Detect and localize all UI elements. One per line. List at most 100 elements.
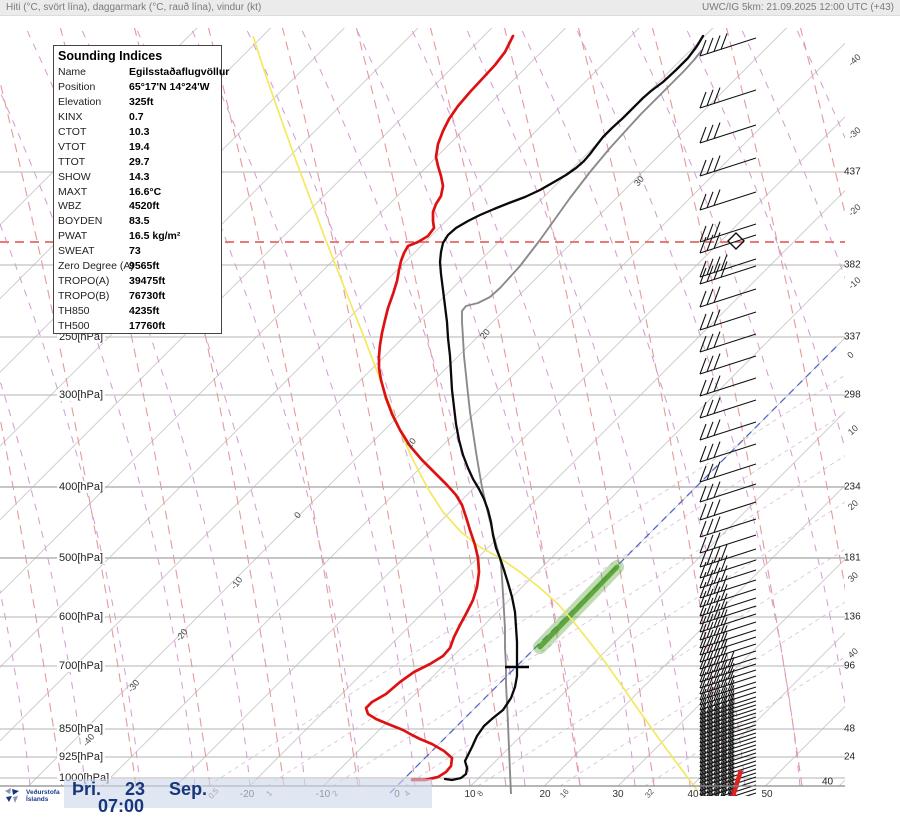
index-label: SWEAT	[58, 244, 129, 259]
index-value: 17760ft	[129, 319, 165, 334]
index-value: 76730ft	[129, 289, 165, 304]
right-level-label: 382	[844, 260, 861, 271]
wind-barb-staff	[700, 356, 756, 374]
wind-barb-staff	[700, 235, 756, 253]
pressure-axis-label: 600[hPa]	[57, 611, 105, 623]
wind-barb-staff	[700, 464, 756, 482]
index-row: TROPO(B)76730ft	[58, 289, 221, 304]
pressure-axis-label: 700[hPa]	[57, 660, 105, 672]
wind-barb-feather	[700, 127, 706, 143]
moist-adiabat-line	[245, 26, 470, 786]
wind-barb-feather	[707, 334, 713, 350]
index-label: PWAT	[58, 229, 129, 244]
index-label: Elevation	[58, 95, 129, 110]
wind-barb-feather	[707, 378, 713, 394]
header-right-label: UWC/IG 5km: 21.09.2025 12:00 UTC (+43)	[702, 2, 894, 13]
index-label: SHOW	[58, 170, 129, 185]
temp-axis-label: 40	[687, 789, 698, 800]
temp-axis-label: 10	[464, 789, 475, 800]
moist-adiabat-line	[850, 26, 900, 786]
wind-barb-staff	[700, 519, 756, 537]
index-value: 14.3	[129, 170, 149, 185]
mixing-ratio-line	[478, 26, 900, 786]
wind-barb-feather	[714, 310, 720, 326]
right-level-label: 437	[844, 167, 861, 178]
wind-barb-feather	[700, 486, 706, 502]
wind-barb-staff	[700, 38, 756, 56]
wind-barb-feather	[707, 535, 713, 551]
temp-axis-label: 20	[539, 789, 550, 800]
wind-barb-staff	[700, 535, 756, 553]
wind-barb-feather	[707, 192, 713, 208]
wind-barb-staff	[700, 266, 756, 284]
pressure-axis-label: 850[hPa]	[57, 723, 105, 735]
wind-barb-feather	[714, 482, 720, 498]
wind-barb-feather	[700, 291, 706, 307]
isotherm-line	[250, 26, 900, 786]
index-value: 4235ft	[129, 304, 159, 319]
pressure-axis-label: 400[hPa]	[57, 481, 105, 493]
wind-barb-staff	[700, 793, 756, 808]
wind-barb-feather	[721, 33, 727, 49]
right-level-label: 48	[844, 724, 855, 735]
index-label: Name	[58, 65, 129, 80]
index-value: Egilsstaðaflugvöllur	[129, 65, 229, 80]
index-label: TTOT	[58, 155, 129, 170]
dewpoint-curve	[366, 36, 513, 780]
highlight-segment	[540, 567, 617, 647]
index-label: TROPO(B)	[58, 289, 129, 304]
wind-barb-feather	[700, 795, 706, 808]
mixing-ratio-line	[405, 26, 900, 786]
index-row: Zero Degree (A)9565ft	[58, 259, 221, 274]
index-label: TH850	[58, 304, 129, 319]
wind-barb-feather	[714, 462, 720, 478]
wind-barb-feather	[707, 400, 713, 416]
mixing-ratio-line	[267, 26, 900, 786]
wind-barb-feather	[707, 484, 713, 500]
index-label: Position	[58, 80, 129, 95]
header-left-label: Hiti (°C, svört lína), daggarmark (°C, r…	[6, 2, 261, 13]
wind-barb-feather	[707, 598, 713, 614]
isotherm-line	[692, 26, 900, 786]
dry-adiabat-line	[800, 26, 900, 786]
wind-barb-feather	[707, 464, 713, 480]
month-label: Sep.	[169, 779, 207, 800]
index-value: 73	[129, 244, 141, 259]
mixing-ratio-line	[645, 26, 900, 786]
isotherm-line	[397, 26, 900, 786]
index-label: WBZ	[58, 199, 129, 214]
dry-adiabat-line	[356, 26, 506, 786]
right-level-label: 298	[844, 390, 861, 401]
wind-barb-feather	[714, 398, 720, 414]
wind-barb-feather	[700, 194, 706, 210]
wind-barb-feather	[714, 420, 720, 436]
index-label: KINX	[58, 110, 129, 125]
index-label: VTOT	[58, 140, 129, 155]
wind-barb-feather	[700, 424, 706, 440]
wind-barb-feather	[707, 422, 713, 438]
time-label: 07:00	[98, 796, 144, 817]
wind-barb-feather	[700, 446, 706, 462]
wind-barb-feather	[714, 36, 720, 52]
logo-text-line1: Veðurstofa	[26, 789, 60, 796]
wind-barb-feather	[721, 584, 727, 600]
dry-adiabat-line	[874, 26, 900, 786]
wind-barb-feather	[714, 354, 720, 370]
wind-barb-feather	[707, 502, 713, 518]
right-level-label: 136	[844, 612, 861, 623]
moist-adiabat-line	[0, 26, 30, 786]
index-label: TH500	[58, 319, 129, 334]
wind-barb-feather	[707, 289, 713, 305]
mixing-ratio-line	[208, 26, 900, 786]
wind-barb-feather	[714, 500, 720, 516]
wind-barb-feather	[700, 504, 706, 520]
